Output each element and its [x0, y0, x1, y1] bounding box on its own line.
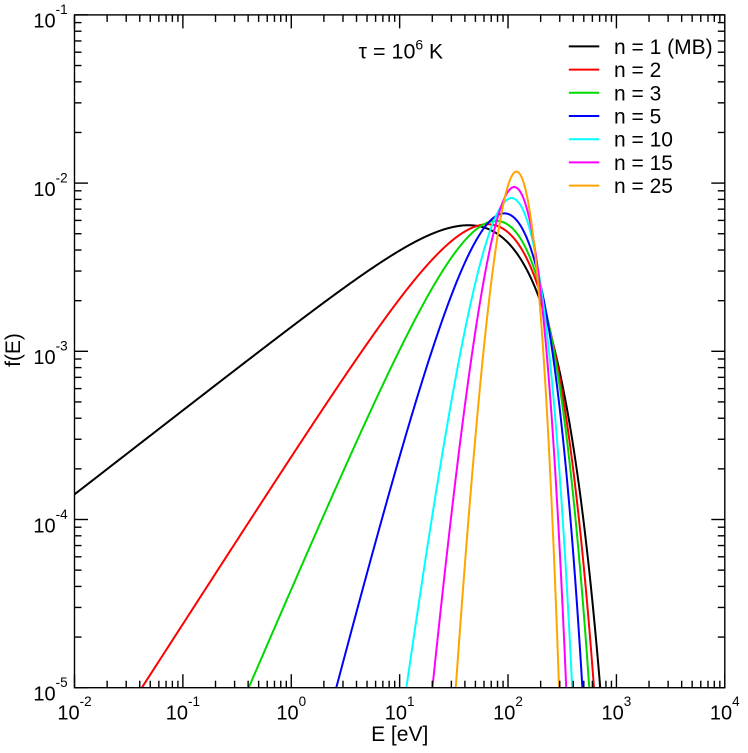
svg-text:n = 15: n = 15: [614, 152, 673, 175]
svg-text:n = 25: n = 25: [614, 175, 673, 198]
svg-text:n = 2: n = 2: [614, 59, 661, 82]
svg-text:f(E): f(E): [2, 333, 25, 367]
svg-text:n = 3: n = 3: [614, 82, 661, 105]
svg-text:E [eV]: E [eV]: [371, 723, 428, 746]
svg-text:n = 5: n = 5: [614, 106, 661, 129]
svg-text:n = 10: n = 10: [614, 129, 673, 152]
svg-text:τ = 106 K: τ = 106 K: [359, 37, 444, 64]
svg-text:n = 1 (MB): n = 1 (MB): [614, 36, 713, 59]
